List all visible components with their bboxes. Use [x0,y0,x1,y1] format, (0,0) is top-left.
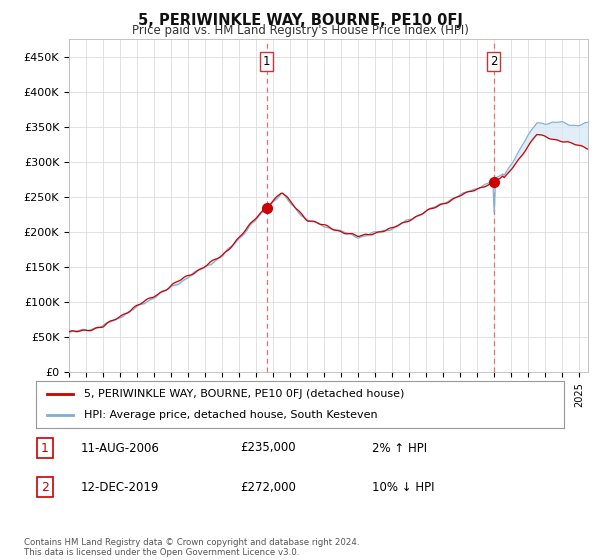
Text: 5, PERIWINKLE WAY, BOURNE, PE10 0FJ: 5, PERIWINKLE WAY, BOURNE, PE10 0FJ [137,13,463,28]
Text: 11-AUG-2006: 11-AUG-2006 [81,441,160,455]
Text: 10% ↓ HPI: 10% ↓ HPI [372,480,434,494]
Text: 2% ↑ HPI: 2% ↑ HPI [372,441,427,455]
Text: 2: 2 [490,55,497,68]
Text: 1: 1 [263,55,271,68]
Text: £272,000: £272,000 [240,480,296,494]
Text: 12-DEC-2019: 12-DEC-2019 [81,480,160,494]
Text: 5, PERIWINKLE WAY, BOURNE, PE10 0FJ (detached house): 5, PERIWINKLE WAY, BOURNE, PE10 0FJ (det… [83,389,404,399]
Text: 1: 1 [41,441,49,455]
Text: HPI: Average price, detached house, South Kesteven: HPI: Average price, detached house, Sout… [83,410,377,420]
Text: Contains HM Land Registry data © Crown copyright and database right 2024.
This d: Contains HM Land Registry data © Crown c… [24,538,359,557]
Text: £235,000: £235,000 [240,441,296,455]
Text: 2: 2 [41,480,49,494]
Text: Price paid vs. HM Land Registry's House Price Index (HPI): Price paid vs. HM Land Registry's House … [131,24,469,37]
